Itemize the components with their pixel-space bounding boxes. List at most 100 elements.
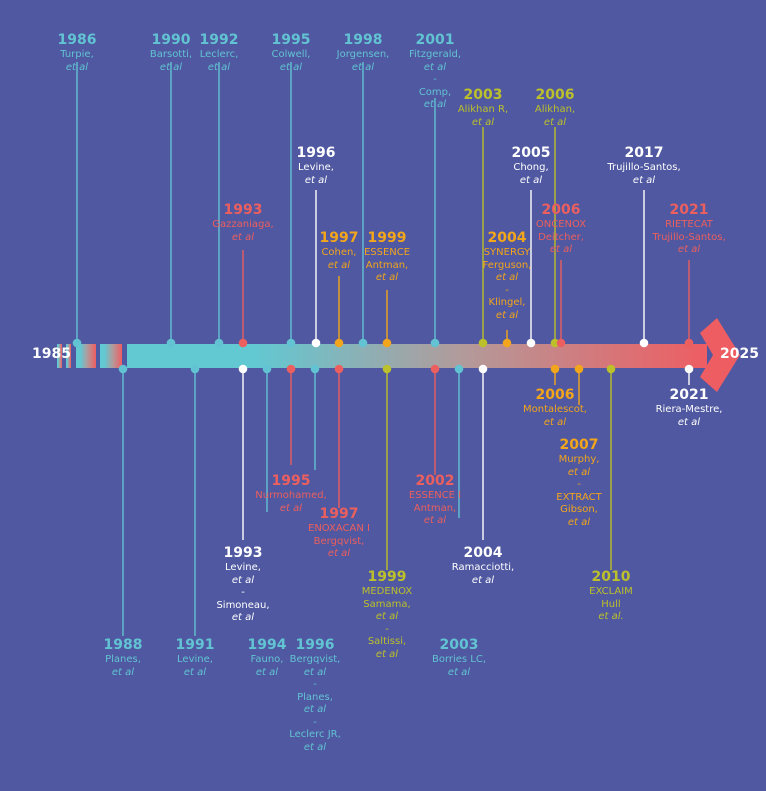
event-text-line: et al — [279, 502, 303, 514]
event-text-line: et al — [327, 548, 351, 559]
event-year: 1999 — [367, 230, 407, 246]
event-dot — [639, 338, 649, 348]
event-dot — [556, 338, 566, 348]
event-text-line: et al — [495, 272, 519, 283]
event-year: 1990 — [151, 32, 191, 48]
event-year: 2001 — [415, 32, 455, 48]
event-label: 2021 RIETECAT Trujillo-Santos, et al — [652, 202, 725, 257]
event-year: 1986 — [57, 32, 97, 48]
event-year: 2004 — [487, 230, 527, 246]
event-dot — [286, 338, 296, 348]
event-label: 1993 Gazzaniaga, et al — [212, 202, 273, 244]
event-dot — [550, 338, 560, 348]
event-year: 2003 — [439, 637, 479, 653]
event-label: 1992 Leclerc, et al — [200, 32, 239, 74]
event-text-line: - — [313, 716, 317, 728]
event-text-line: Leclerc JR, — [289, 729, 341, 740]
event-label: 1997 Cohen, et al — [320, 230, 359, 272]
event-year: 1997 — [319, 506, 359, 522]
event-text-line: Borries LC, — [431, 654, 487, 665]
event-label: 2002 ESSENCE I Antman, et al — [409, 473, 461, 528]
event-label: 2006 Montalescot, et al — [523, 387, 587, 429]
event-text-line: et al — [567, 516, 591, 528]
event-dot — [382, 364, 392, 374]
event-text-line: et al — [231, 612, 255, 623]
event-text-line: et al — [447, 666, 471, 678]
event-dot — [310, 364, 320, 374]
event-text-line: Turpie, — [60, 49, 94, 60]
event-text-line: Trujillo-Santos, — [652, 231, 726, 243]
event-text-line: Jorgensen, — [336, 49, 390, 60]
event-text-line: Planes, — [105, 654, 141, 665]
event-text-line: Deitcher, — [538, 231, 584, 243]
event-text-line: et al — [567, 466, 591, 478]
event-year: 1998 — [343, 32, 383, 48]
event-label: 1994 Fauno, et al — [248, 637, 287, 679]
event-text-line: et al — [519, 174, 543, 186]
event-text-line: et al — [65, 61, 89, 73]
event-text-line: et al. — [598, 611, 624, 622]
event-text-line: RIETECAT — [665, 219, 713, 230]
event-dot — [430, 364, 440, 374]
event-year: 2021 — [669, 202, 709, 218]
event-dot — [334, 364, 344, 374]
event-text-line: Antman, — [413, 502, 457, 514]
event-label: 2003 Borries LC, et al — [432, 637, 486, 679]
event-text-line: Samama, — [363, 598, 411, 610]
event-dot — [238, 338, 248, 348]
event-text-line: Saltissi, — [367, 636, 407, 647]
event-label: 2003 Alikhan R, et al — [458, 87, 508, 129]
event-text-line: Colwell, — [271, 49, 311, 60]
event-label: 2006 ONCENOX Deitcher, et al — [536, 202, 586, 257]
event-year: 2006 — [535, 87, 575, 103]
event-dot — [166, 338, 176, 348]
event-text-line: et al — [471, 116, 495, 128]
event-text-line: et al — [255, 666, 279, 678]
event-text-line: et al — [471, 574, 495, 586]
event-text-line: - — [313, 679, 317, 690]
event-text-line: Klingel, — [488, 297, 526, 308]
event-text-line: Alikhan, — [534, 104, 576, 115]
event-text-line: Levine, — [225, 562, 261, 573]
event-dot — [606, 364, 616, 374]
event-text-line: Levine, — [298, 162, 334, 173]
event-dot — [118, 364, 128, 374]
event-label: 1991 Levine, et al — [176, 637, 215, 679]
event-text-line: Leclerc, — [199, 49, 239, 60]
event-text-line: Bergqvist, — [313, 535, 365, 547]
event-dot — [526, 338, 536, 348]
event-year: 2006 — [535, 387, 575, 403]
event-text-line: MEDENOX — [361, 586, 413, 597]
event-label: 2001 Fitzgerald, et al - Comp, et al — [409, 32, 461, 112]
event-label: 1995 Colwell, et al — [272, 32, 311, 74]
event-label: 1995 Nurmohamed, et al — [255, 473, 327, 515]
event-text-line: Levine, — [177, 654, 213, 665]
event-year: 1997 — [319, 230, 359, 246]
event-dot — [430, 338, 440, 348]
event-text-line: et al — [231, 574, 255, 586]
event-text-line: Ramacciotti, — [451, 562, 515, 573]
event-dot — [502, 338, 512, 348]
event-text-line: et al — [111, 666, 135, 678]
event-text-line: Gazzaniaga, — [212, 219, 274, 230]
event-dot — [454, 364, 464, 374]
event-label: 2010 EXCLAIM Hull et al. — [589, 569, 633, 624]
event-dot — [684, 338, 694, 348]
event-text-line: ONCENOX — [535, 219, 587, 230]
event-year: 1991 — [175, 637, 215, 653]
event-text-line: Barsotti, — [149, 49, 193, 60]
event-text-line: Ferguson, — [482, 259, 532, 271]
event-dot — [190, 364, 200, 374]
event-year: 1995 — [271, 32, 311, 48]
event-text-line: SYNERGY — [483, 247, 531, 258]
event-text-line: et al — [303, 704, 327, 715]
event-label: 1990 Barsotti, et al — [150, 32, 192, 74]
event-year: 2004 — [463, 545, 503, 561]
event-dot — [382, 338, 392, 348]
event-year: 1995 — [271, 473, 311, 489]
event-text-line: Murphy, — [558, 454, 600, 465]
event-text-line: et al — [279, 61, 303, 73]
axis-end-label: 2025 — [720, 346, 759, 362]
event-dot — [311, 338, 321, 348]
